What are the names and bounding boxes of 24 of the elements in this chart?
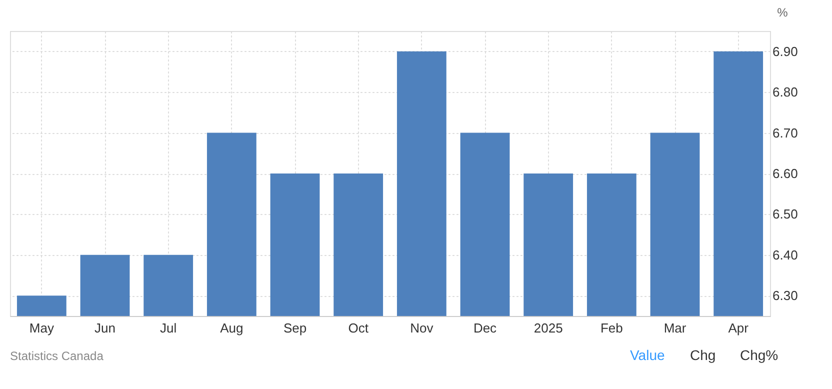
x-tick-label: Jun (94, 320, 116, 336)
x-tick-label: Apr (728, 320, 750, 336)
y-tick-label: 6.30 (772, 288, 798, 304)
y-axis-title: % (777, 6, 788, 20)
x-tick-label: Jul (160, 320, 177, 336)
y-tick-label: 6.90 (772, 44, 798, 59)
x-tick-label: Dec (473, 320, 498, 336)
x-tick-label: Oct (348, 320, 369, 336)
y-tick-label: 6.50 (772, 206, 798, 222)
text: Chg% (740, 347, 778, 363)
text: Value (630, 347, 665, 363)
y-tick-label: 6.40 (772, 247, 798, 262)
x-tick-label: Sep (283, 320, 307, 336)
y-tick-label: 6.70 (772, 125, 798, 140)
x-tick-label: Feb (600, 320, 623, 336)
x-tick-label: Nov (410, 320, 434, 336)
text: Statistics Canada (10, 349, 104, 363)
x-tick-label: 2025 (534, 320, 563, 336)
y-tick-label: 6.80 (772, 84, 798, 100)
x-tick-label: May (29, 320, 54, 336)
x-tick-label: Mar (664, 320, 687, 336)
x-tick-label: Aug (220, 320, 244, 336)
y-tick-label: 6.60 (772, 166, 798, 181)
text: Chg (690, 347, 716, 363)
